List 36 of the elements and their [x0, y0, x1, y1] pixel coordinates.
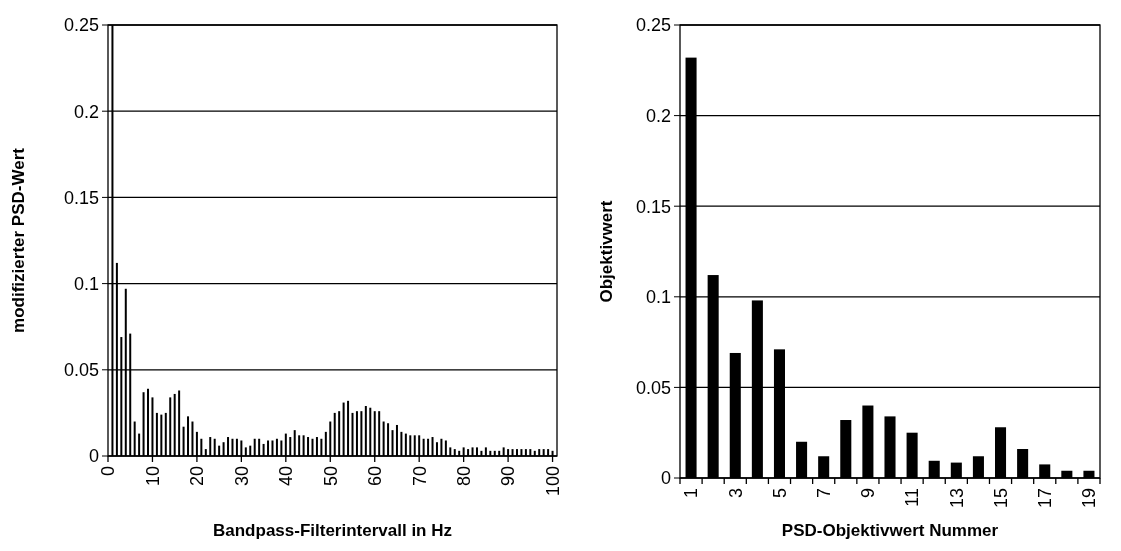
- x-tick-label: 19: [1079, 488, 1100, 509]
- y-tick-label: 0.05: [635, 377, 671, 398]
- y-tick-label: 0.2: [645, 105, 671, 126]
- x-tick-label: 10: [142, 466, 163, 487]
- y-tick-label: 0.1: [73, 273, 99, 294]
- x-tick-label: 30: [231, 466, 252, 487]
- x-tick-label: 80: [453, 466, 474, 487]
- x-tick-label: 13: [946, 488, 967, 509]
- x-tick-label: 11: [902, 488, 923, 507]
- y-tick-label: 0.15: [635, 196, 671, 217]
- x-axis-title: PSD-Objektivwert Nummer: [781, 521, 999, 540]
- x-tick-label: 0: [98, 466, 119, 477]
- x-tick-label: 3: [725, 488, 746, 499]
- y-tick-label: 0.05: [63, 360, 99, 381]
- x-tick-label: 90: [498, 466, 519, 487]
- x-tick-label: 60: [365, 466, 386, 487]
- y-tick-label: 0: [88, 446, 99, 467]
- x-tick-label: 7: [813, 488, 834, 499]
- x-tick-label: 5: [769, 488, 790, 499]
- x-tick-label: 40: [276, 466, 297, 487]
- x-tick-label: 70: [409, 466, 430, 487]
- y-axis-title: modifizierter PSD-Wert: [9, 147, 28, 333]
- x-tick-label: 17: [1035, 488, 1056, 509]
- x-tick-label: 20: [187, 466, 208, 487]
- x-tick-label: 100: [542, 466, 563, 497]
- y-tick-label: 0.2: [73, 101, 99, 122]
- x-axis-title: Bandpass-Filterintervall in Hz: [213, 521, 452, 540]
- x-tick-label: 1: [681, 488, 702, 499]
- x-tick-label: 15: [990, 488, 1011, 509]
- x-tick-label: 50: [320, 466, 341, 487]
- y-tick-label: 0.25: [63, 15, 99, 36]
- y-tick-label: 0.15: [63, 187, 99, 208]
- y-tick-label: 0.1: [645, 287, 671, 308]
- y-axis-title: Objektivwert: [597, 200, 616, 303]
- x-tick-label: 9: [858, 488, 879, 499]
- y-tick-label: 0.25: [635, 15, 671, 36]
